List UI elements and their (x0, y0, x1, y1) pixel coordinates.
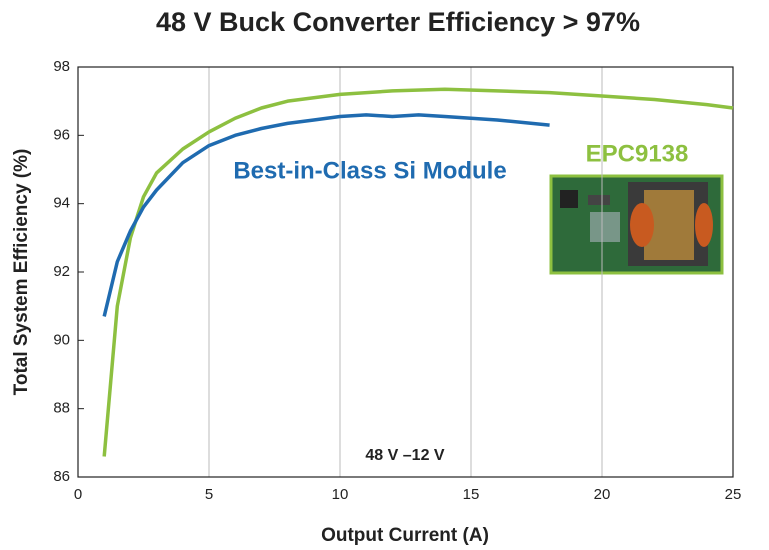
series-line (102, 113, 550, 317)
y-tick-label: 88 (53, 400, 70, 417)
y-axis-label: Total System Efficiency (%) (11, 149, 32, 396)
x-axis-label: Output Current (A) (321, 525, 489, 546)
annotation: 48 V –12 V (365, 447, 445, 464)
x-tick-label: 5 (205, 486, 213, 503)
x-tick-label: 10 (332, 486, 349, 503)
x-tick-label: 15 (463, 486, 480, 503)
y-tick-label: 98 (53, 58, 70, 75)
x-tick-label: 0 (74, 486, 82, 503)
x-tick-label: 20 (594, 486, 611, 503)
legend-label: Best-in-Class Si Module (233, 157, 506, 184)
series-line (102, 87, 734, 457)
y-tick-label: 92 (53, 263, 70, 280)
y-tick-label: 96 (53, 126, 70, 143)
chart-title: 48 V Buck Converter Efficiency > 97% (156, 7, 640, 37)
board-photo (549, 174, 724, 275)
x-tick-label: 25 (725, 486, 742, 503)
y-tick-label: 86 (53, 468, 70, 485)
legend-label: EPC9138 (586, 140, 689, 167)
y-tick-label: 90 (53, 331, 70, 348)
y-tick-label: 94 (53, 195, 70, 212)
plot-frame (77, 66, 734, 478)
